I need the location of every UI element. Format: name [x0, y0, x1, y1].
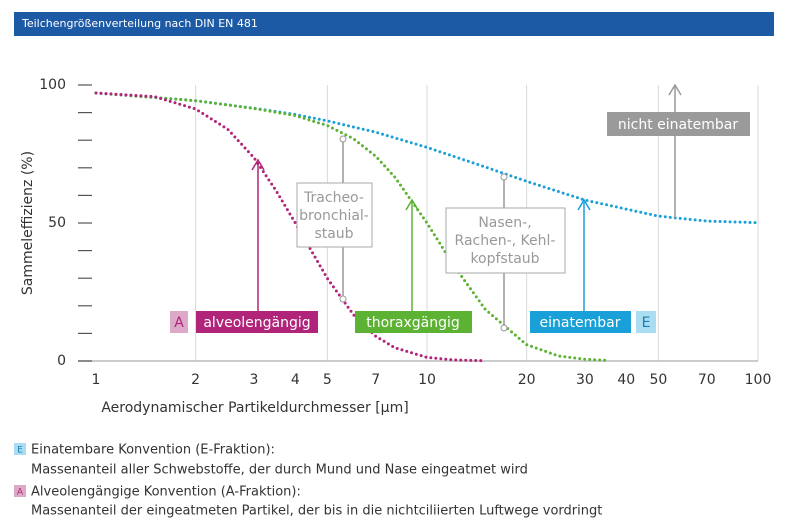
note-title: Alveolengängige Konvention (A-Fraktion):: [31, 485, 301, 500]
nicht-box: [607, 112, 750, 136]
note-text: Massenanteil aller Schwebstoffe, der dur…: [31, 463, 528, 478]
note-badge-text: A: [17, 488, 24, 498]
x-tick-label: 100: [745, 372, 772, 388]
arrow-head: [668, 83, 682, 96]
x-tick-label: 30: [576, 372, 594, 388]
series-label-box: [355, 311, 472, 333]
series-label: thoraxgängig: [366, 315, 460, 331]
x-tick-label: 4: [291, 372, 300, 388]
curves: [94, 91, 760, 363]
arrow-head: [251, 158, 265, 171]
a-badge-text: A: [174, 315, 184, 331]
nasen-label: kopfstaub: [470, 251, 539, 267]
note-title: Einatembare Konvention (E-Fraktion):: [31, 443, 275, 458]
x-tick-label: 2: [191, 372, 200, 388]
tracheo-label: staub: [314, 226, 353, 242]
y-axis-label: Sammeleffizienz (%): [20, 151, 36, 295]
note-badge-text: E: [17, 446, 23, 456]
y-tick-label: 50: [48, 215, 66, 231]
marker: [339, 135, 347, 143]
x-tick-label: 7: [371, 372, 380, 388]
nasen-box: [445, 207, 566, 274]
series-label: einatembar: [540, 315, 621, 331]
x-tick-label: 5: [323, 372, 332, 388]
header-title: Teilchengrößenverteilung nach DIN EN 481: [21, 17, 258, 30]
marker: [339, 295, 347, 303]
note-badge: [14, 485, 26, 497]
marker: [500, 324, 508, 332]
x-tick-label: 70: [698, 372, 716, 388]
tracheo-box: [296, 182, 373, 248]
series-label-box: [196, 311, 318, 333]
series-label-box: [530, 311, 631, 333]
tracheo-label: bronchial-: [299, 208, 369, 224]
x-axis-label: Aerodynamischer Partikeldurchmesser [µm]: [101, 400, 408, 416]
nicht-label: nicht einatembar: [618, 117, 738, 133]
x-tick-label: 50: [649, 372, 667, 388]
arrow-head: [405, 198, 419, 211]
a-badge: [170, 311, 188, 333]
header-bar: [14, 12, 774, 36]
x-tick-label: 1: [92, 372, 101, 388]
arrow-head: [577, 198, 591, 211]
annotations: Tracheo- bronchial- staub Nasen-, Rachen…: [170, 83, 750, 333]
notes: E Einatembare Konvention (E-Fraktion): M…: [14, 443, 602, 519]
note-text: Massenanteil der eingeatmeten Partikel, …: [31, 504, 602, 519]
marker: [500, 173, 508, 181]
e-badge-text: E: [642, 315, 651, 331]
x-tick-label: 40: [617, 372, 635, 388]
curve: [94, 91, 487, 363]
grid: 1 2 3 4 5 7 10 20 30 40 50 70 100 0 50 100: [39, 77, 771, 388]
y-tick-label: 0: [57, 353, 66, 369]
x-tick-label: 10: [418, 372, 436, 388]
nasen-label: Nasen-,: [478, 215, 531, 231]
e-badge: [636, 311, 656, 333]
x-tick-label: 3: [249, 372, 258, 388]
y-tick-label: 100: [39, 77, 66, 93]
curve: [94, 91, 609, 362]
nasen-label: Rachen-, Kehl-: [455, 233, 556, 249]
x-tick-label: 20: [518, 372, 536, 388]
series-label: alveolengängig: [203, 315, 310, 331]
tracheo-label: Tracheo-: [303, 190, 364, 206]
note-badge: [14, 443, 26, 455]
